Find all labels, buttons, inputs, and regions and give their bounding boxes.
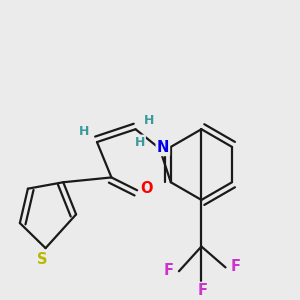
Text: H: H bbox=[79, 125, 89, 138]
Text: F: F bbox=[231, 259, 241, 274]
Text: O: O bbox=[140, 181, 153, 196]
Text: H: H bbox=[144, 114, 154, 127]
Text: S: S bbox=[37, 252, 48, 267]
Text: F: F bbox=[197, 283, 207, 298]
Text: F: F bbox=[164, 263, 174, 278]
Text: N: N bbox=[157, 140, 169, 155]
Text: H: H bbox=[134, 136, 145, 148]
